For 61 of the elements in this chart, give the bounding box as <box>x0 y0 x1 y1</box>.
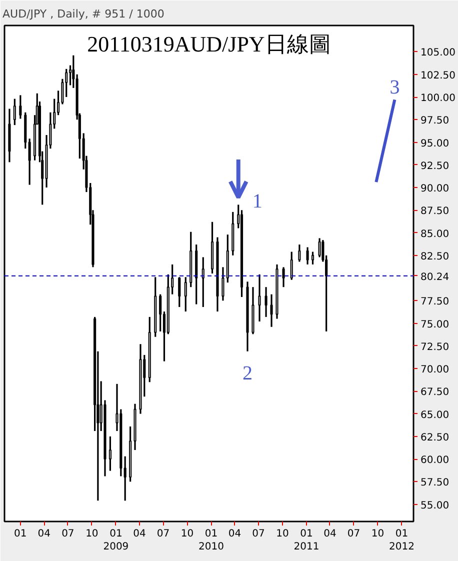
x-tick-label: 10 <box>276 528 289 540</box>
y-tick-label: 102.50 <box>420 70 456 82</box>
candlestick <box>222 266 224 302</box>
y-tick-label: 97.50 <box>420 116 450 127</box>
candlestick <box>19 94 22 120</box>
y-tick-label: 65.00 <box>420 410 450 421</box>
candlestick <box>290 250 293 281</box>
x-tick-label: 01 2009 <box>103 528 129 553</box>
y-tick-label: 95.00 <box>420 138 450 150</box>
y-tick-label: 62.50 <box>420 432 450 444</box>
candlestick <box>258 274 261 322</box>
x-tick-label: 07 <box>347 528 360 540</box>
y-tick-label: 57.50 <box>420 478 450 489</box>
candlestick <box>178 276 181 308</box>
x-tick-label: 04 <box>38 528 51 540</box>
x-tick-label: 04 <box>133 528 146 540</box>
candlestick <box>28 138 31 186</box>
x-tick-label: 10 <box>371 528 384 540</box>
x-tick-label: 07 <box>156 528 170 540</box>
y-tick-label: 87.50 <box>420 206 450 218</box>
candlestick <box>159 294 162 332</box>
chart-subtitle: AUD/JPY , Daily, # 951 / 1000 <box>2 8 164 20</box>
x-tick-label: 07 <box>62 528 74 540</box>
x-tick-label: 01 2010 <box>198 528 224 553</box>
chart-title: 20110319AUD/JPY日線圖 <box>87 32 331 56</box>
x-tick-label: 01 2012 <box>389 528 414 553</box>
y-tick-label: 72.50 <box>420 342 450 353</box>
x-tick-label: 10 <box>180 528 194 540</box>
y-tick-label: 90.00 <box>420 184 450 195</box>
x-tick-label: 04 <box>324 528 336 540</box>
candlestick <box>306 246 309 266</box>
annotation: 3 <box>390 76 400 99</box>
x-tick-label: 04 <box>228 528 242 540</box>
candlestick <box>270 294 273 328</box>
ref-line-label: 80.24 <box>420 272 450 283</box>
candlestick <box>184 276 187 312</box>
candlestick <box>311 250 314 266</box>
x-tick-label: 01 2011 <box>294 528 320 553</box>
y-tick-label: 105.00 <box>420 48 456 59</box>
y-tick-label: 100.00 <box>420 93 456 104</box>
x-tick-label: 07 <box>252 528 265 540</box>
annotation: 2 <box>242 362 252 384</box>
y-tick-label: 82.50 <box>420 251 450 262</box>
candlestick <box>264 286 268 318</box>
candlestick <box>108 436 112 472</box>
candlestick <box>13 98 16 126</box>
y-tick-label: 85.00 <box>420 228 450 240</box>
candlestick <box>282 266 285 288</box>
candlestick <box>318 237 321 258</box>
x-tick-label: 01 <box>14 528 27 540</box>
y-tick-label: 67.50 <box>420 387 450 398</box>
candlestick <box>298 244 301 263</box>
y-tick-label: 92.50 <box>420 160 450 172</box>
y-tick-label: 55.00 <box>420 500 450 512</box>
y-tick-label: 75.00 <box>420 319 450 330</box>
y-tick-label: 77.50 <box>420 296 450 308</box>
y-tick-label: 60.00 <box>420 455 450 466</box>
annotation: 1 <box>252 190 262 213</box>
candlestick <box>124 456 126 502</box>
x-tick-label: 10 <box>86 528 98 540</box>
y-tick-label: 70.00 <box>420 364 450 376</box>
